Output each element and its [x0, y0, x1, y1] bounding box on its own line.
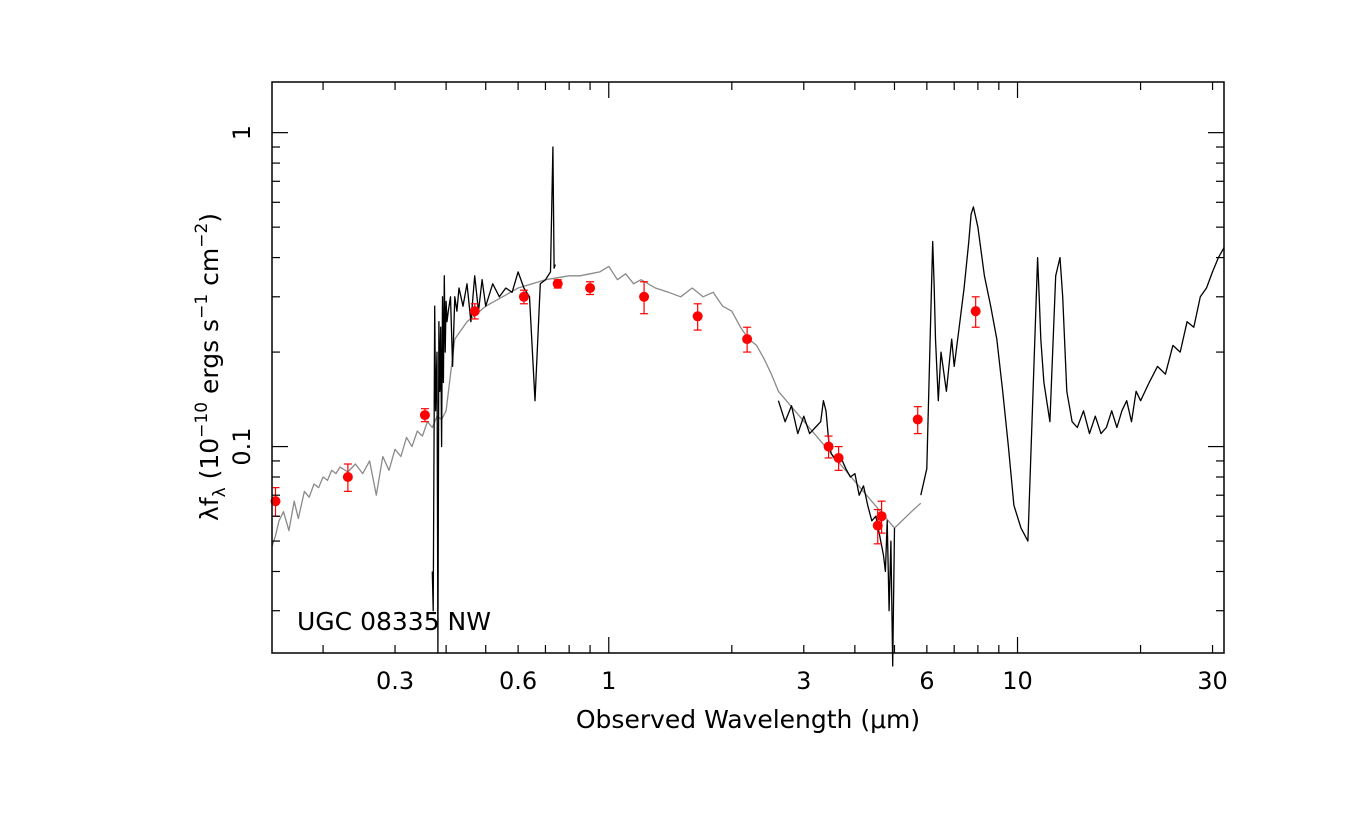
photometry-point	[518, 289, 529, 305]
data-point	[639, 291, 650, 302]
y-tick-labels: 0.11	[228, 125, 256, 466]
photometry-point	[342, 463, 353, 492]
mid-ir-spectrum-line	[920, 206, 1225, 542]
data-point	[585, 282, 596, 293]
photometry-point	[833, 445, 844, 471]
x-tick-labels: 0.3 0.6 1 3 6 10 30	[376, 667, 1228, 695]
uv-optical-spectrum-line	[431, 146, 556, 654]
x-tick-label: 0.3	[376, 667, 414, 695]
x-tick-label: 10	[1002, 667, 1033, 695]
data-point	[823, 441, 834, 452]
y-tick-label: 1	[228, 125, 256, 140]
data-point	[872, 520, 883, 531]
y-axis-title: λfλ (10−10 ergs s−1 cm−2)	[192, 213, 230, 521]
axis-ticks	[272, 82, 1224, 653]
data-point	[742, 334, 753, 345]
data-point	[518, 291, 529, 302]
model-line	[271, 265, 922, 547]
ir-spectrum-line	[777, 400, 896, 667]
x-tick-label: 6	[919, 667, 934, 695]
photometry-points	[270, 278, 981, 545]
data-point	[833, 452, 844, 463]
photometry-point	[469, 303, 480, 320]
plot-frame	[271, 81, 1225, 654]
data-point	[342, 471, 353, 482]
photometry-point	[823, 435, 834, 459]
y-tick-label: 0.1	[228, 427, 256, 465]
data-point	[270, 496, 281, 507]
photometry-point	[742, 326, 753, 353]
data-point	[469, 306, 480, 317]
photometry-point	[912, 406, 923, 435]
data-point	[552, 278, 563, 289]
x-tick-label: 1	[601, 667, 616, 695]
data-point	[970, 306, 981, 317]
spectrum-lines	[271, 146, 1225, 667]
data-point	[419, 410, 430, 421]
data-point	[912, 414, 923, 425]
x-tick-label: 0.6	[499, 667, 537, 695]
data-point	[876, 511, 887, 522]
x-tick-label: 30	[1197, 667, 1228, 695]
photometry-point	[876, 500, 887, 534]
data-point	[692, 311, 703, 322]
photometry-point	[639, 281, 650, 315]
photometry-point	[419, 408, 430, 423]
photometry-point	[692, 303, 703, 331]
photometry-point	[552, 278, 563, 289]
photometry-point	[585, 281, 596, 296]
x-tick-label: 3	[796, 667, 811, 695]
photometry-point	[970, 296, 981, 328]
x-axis-title: Observed Wavelength (μm)	[576, 705, 920, 734]
object-name-annotation: UGC 08335 NW	[297, 607, 491, 636]
